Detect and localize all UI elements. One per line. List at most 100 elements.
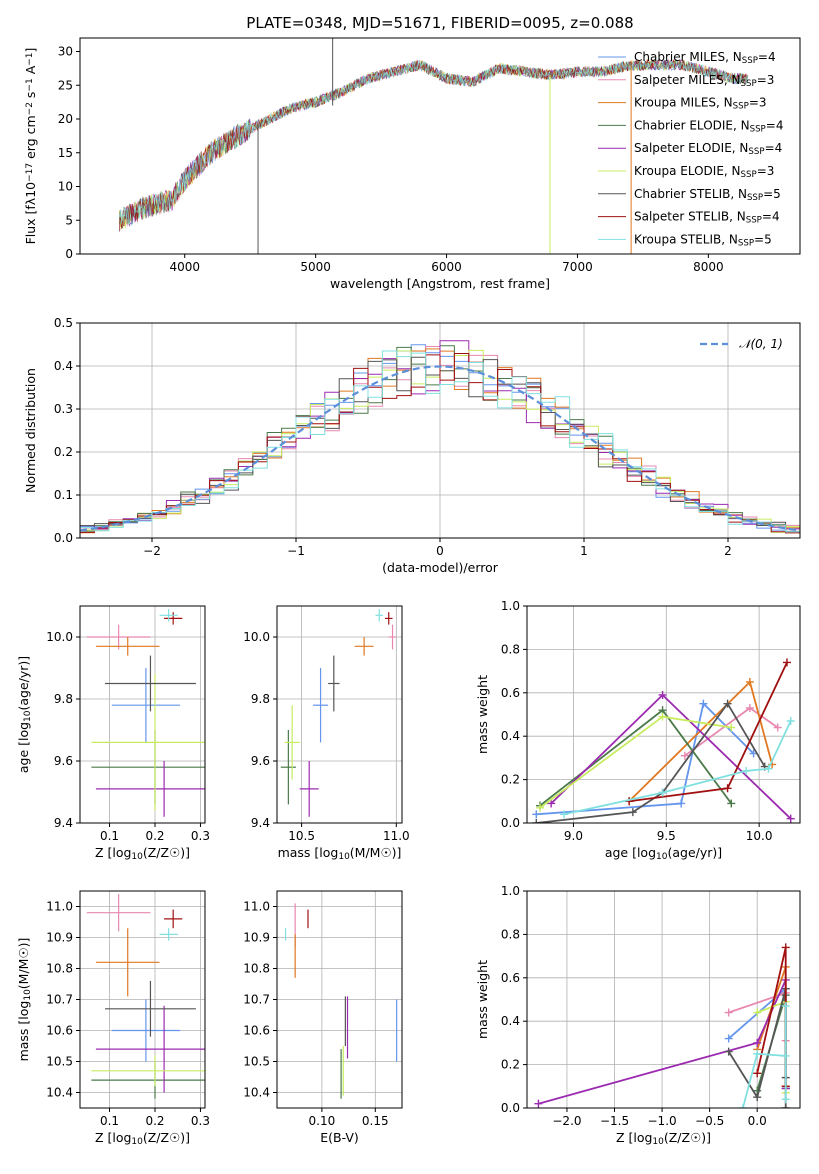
y-axis-label-part: mass [log	[16, 1001, 31, 1062]
legend-label: 𝒩(0, 1)	[739, 337, 783, 351]
grid	[80, 606, 205, 824]
series-salpeter_miles	[680, 703, 782, 760]
legend-label-part: =4	[765, 141, 783, 155]
y-tick-label: 0.2	[501, 1058, 520, 1072]
y-axis-label-part: mass weight	[475, 960, 490, 1039]
series-point	[781, 1104, 790, 1108]
plot-area	[86, 609, 205, 817]
panel-mass_vs_ebv: 0.10 0.15 10.4 10.5 10.6 10.7 10.8 10.9 11.0 E(B-…	[243, 890, 403, 1145]
x-axis-label-part: 10	[131, 852, 143, 862]
legend-label: Salpeter STELIB, NSSP=4	[634, 210, 780, 226]
x-axis-label: E(B-V)	[320, 1130, 359, 1145]
y-tick-label: 10.9	[46, 931, 73, 945]
y-tick-label: 0.8	[501, 642, 520, 656]
errorbar-salpeter_elodie	[95, 1005, 205, 1093]
series-point	[745, 703, 754, 712]
x-axis-label-part: (age/yr)]	[667, 845, 722, 860]
y-axis-label-part: erg cm	[23, 115, 38, 163]
legend-label-part: =3	[757, 73, 775, 87]
legend-label-part: SSP	[741, 170, 757, 180]
series-point	[532, 810, 541, 819]
y-axis-label-part: s	[23, 92, 38, 103]
errorbar-chabrier_miles	[312, 668, 329, 743]
series-kroupa_stelib	[738, 1002, 790, 1108]
y-tick-label: 10.7	[243, 993, 270, 1007]
y-tick-label: 5	[65, 213, 73, 227]
y-tick-label: 0.4	[501, 729, 520, 743]
ticks: −2.0 −1.5 −1.0 −0.5 0.0 0.0 0.2 0.4 0.6 0.8 1.0	[501, 884, 767, 1128]
y-tick-label: 0.2	[501, 773, 520, 787]
errorbar-salpeter_elodie	[299, 761, 319, 817]
x-tick-label: 9.0	[564, 829, 583, 843]
y-tick-label: 9.4	[54, 816, 73, 830]
legend-label-part: =4	[758, 50, 776, 64]
x-tick-label: 0.1	[100, 829, 119, 843]
legend-label: Chabrier STELIB, NSSP=5	[634, 187, 781, 203]
errorbar-chabrier_miles	[111, 668, 180, 743]
x-axis-label: mass [log10(M/M☉)]	[278, 845, 402, 862]
plot-area	[280, 609, 397, 817]
plot-area	[119, 38, 748, 254]
legend-label-part: SSP	[746, 216, 762, 226]
x-axis-label: Z [log10(Z/Z☉)]	[95, 1130, 190, 1147]
x-tick-label: 5000	[300, 260, 331, 274]
y-tick-label: 10.8	[243, 962, 270, 976]
series-point	[723, 699, 732, 708]
y-tick-label: 0.4	[54, 359, 73, 373]
panel-residuals: −2 −1 0 1 2 0.0 0.1 0.2 0.3 0.4 0.5 (data-model)/er…	[23, 316, 801, 575]
x-axis-label: age [log10(age/yr)]	[605, 845, 722, 862]
series-point	[699, 699, 708, 708]
series-point	[773, 723, 782, 732]
legend-label-part: SSP	[733, 102, 749, 112]
legend-label: Kroupa MILES, NSSP=3	[634, 96, 767, 112]
y-tick-label: 10.5	[46, 1055, 73, 1069]
legend-label: Salpeter MILES, NSSP=3	[634, 73, 774, 89]
y-tick-label: 0.0	[501, 816, 520, 830]
series-point	[724, 1008, 733, 1017]
series-point	[753, 1008, 762, 1017]
x-tick-label: 2	[724, 544, 732, 558]
legend-label-part: SSP	[742, 56, 758, 66]
series-point	[742, 766, 751, 775]
panel-mass_vs_z: 0.1 0.2 0.3 10.4 10.5 10.6 10.7 10.8 10.9 11.0 Z […	[16, 890, 210, 1147]
series-point	[724, 1047, 733, 1056]
spectrum-line-kroupa_stelib	[119, 59, 748, 227]
y-axis-label-part: 10	[23, 989, 33, 1001]
y-axis-label-part: Normed distribution	[23, 368, 38, 493]
series-point	[658, 690, 667, 699]
x-axis-label-part: 10	[652, 1137, 664, 1147]
panel-age_vs_mass: 10.5 11.0 9.4 9.6 9.8 10.0 mass [log10(M/M☉)]	[243, 605, 410, 862]
x-axis-label-part: 10	[656, 852, 668, 862]
legend-label-part: Kroupa MILES, N	[634, 96, 733, 110]
series-point	[786, 814, 795, 823]
x-axis-label-part: Z [log	[616, 1130, 652, 1145]
legend-label-part: Chabrier STELIB, N	[634, 187, 747, 201]
series-point	[532, 819, 541, 823]
x-tick-label: 11.0	[383, 829, 410, 843]
series-point	[628, 808, 637, 817]
x-axis-label-part: E(B-V)	[320, 1130, 359, 1145]
y-tick-label: 0.6	[501, 971, 520, 985]
errorbar-kroupa_stelib	[159, 609, 178, 622]
grid	[80, 891, 205, 1108]
y-axis-label-part: (M/M☉)]	[16, 938, 31, 990]
panel-spectrum: 4000 5000 6000 7000 8000 0 5 10 15 20 25 30 waveleng…	[23, 37, 801, 291]
ticks: 10.5 11.0 9.4 9.6 9.8 10.0	[243, 630, 409, 843]
errorbar-chabrier_stelib	[328, 655, 340, 712]
y-axis-label-part: −17	[25, 163, 35, 182]
ticks: 4000 5000 6000 7000 8000 0 5 10 15 20 25 30	[58, 45, 724, 275]
panel-massweight_vs_z: −2.0 −1.5 −1.0 −0.5 0.0 0.0 0.2 0.4 0.6 0.8 1.0 Z […	[475, 884, 801, 1147]
x-tick-label: 9.5	[657, 829, 676, 843]
series-point	[727, 723, 736, 732]
y-tick-label: 30	[58, 45, 73, 59]
y-tick-label: 10	[58, 180, 73, 194]
y-axis-label-part: ]	[23, 48, 38, 53]
errorbar-salpeter_miles	[86, 624, 151, 650]
series-salpeter_stelib	[753, 943, 790, 1091]
legend-label-part: Salpeter MILES, N	[634, 73, 741, 87]
y-tick-label: 0.5	[54, 316, 73, 330]
errorbar-kroupa_elodie	[91, 674, 205, 811]
x-axis-label-part: Z [log	[95, 845, 131, 860]
y-axis-label-part: −2	[25, 102, 35, 115]
y-axis-label-part: 10	[23, 710, 33, 722]
